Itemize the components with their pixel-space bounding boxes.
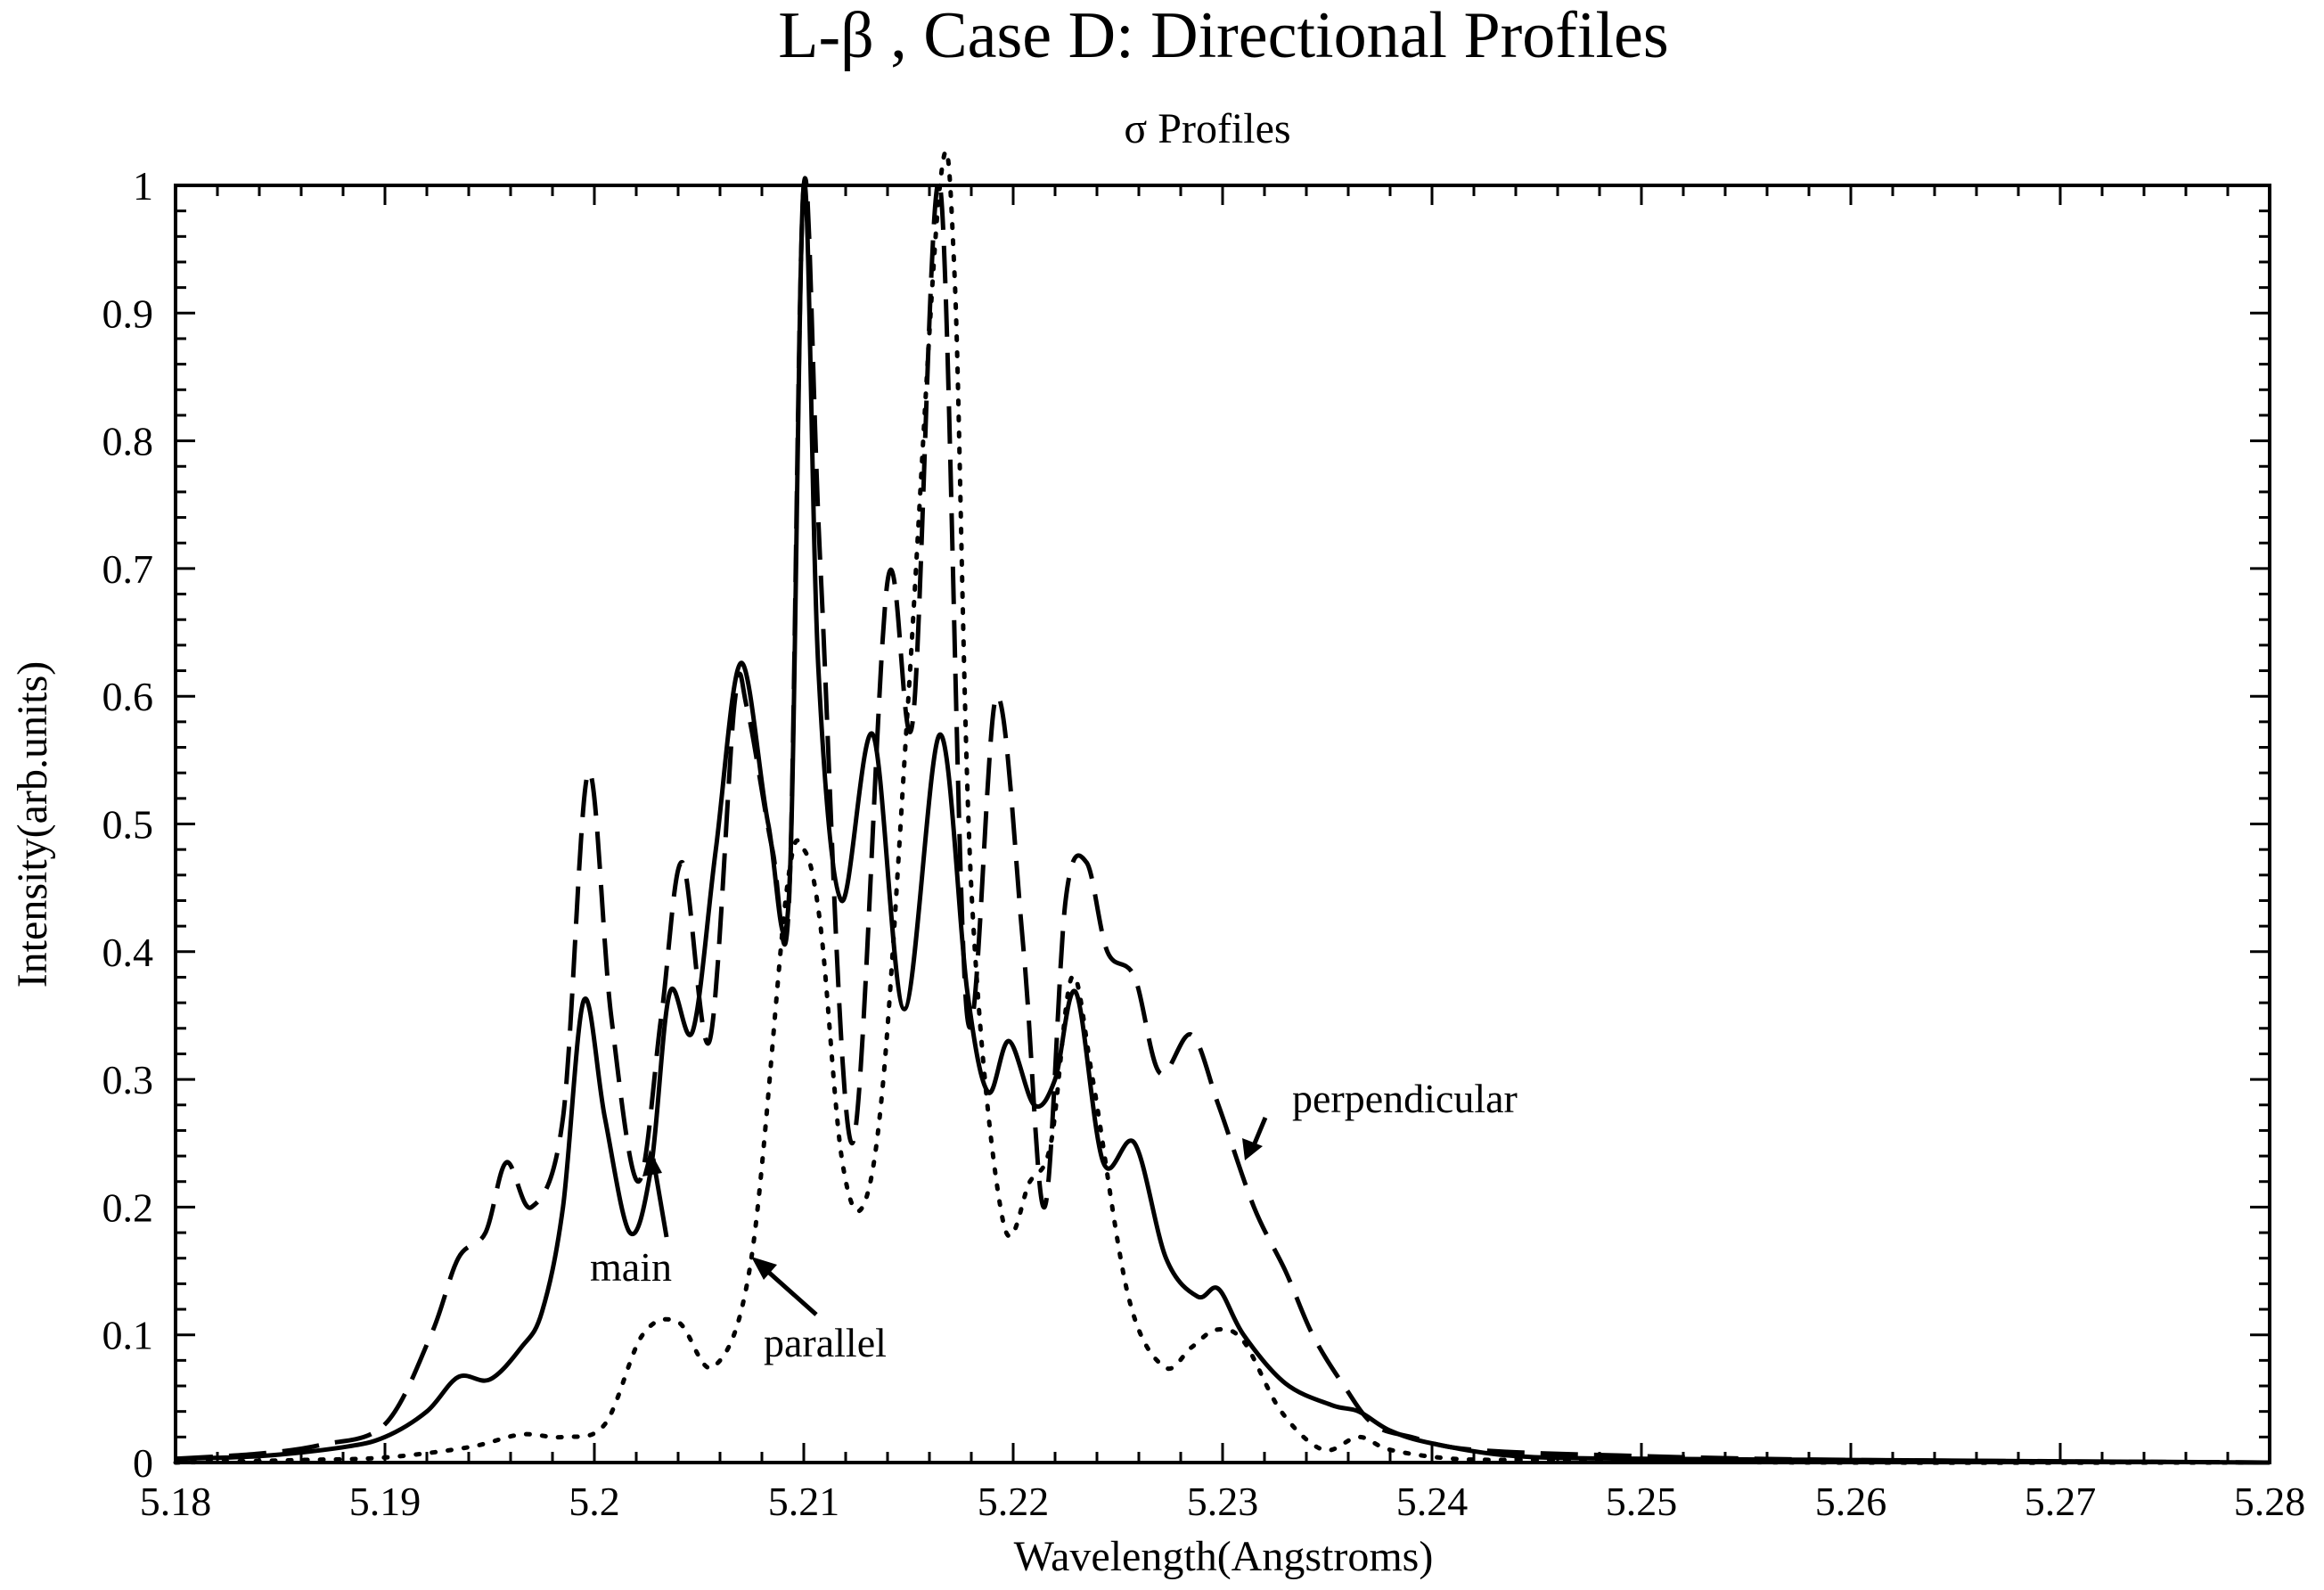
x-tick-label: 5.2 [569, 1479, 620, 1524]
y-tick-label: 0.9 [102, 291, 154, 336]
annotation-perpendicular: perpendicular [1292, 1076, 1518, 1121]
annotation-arrows [642, 1117, 1268, 1316]
axis-ticks [174, 184, 2271, 1464]
y-axis-label: Intensity(arb.units) [9, 661, 56, 988]
annotation-parallel: parallel [764, 1320, 887, 1365]
y-tick-label: 0.4 [102, 930, 154, 975]
series-layer [173, 149, 2272, 1465]
y-tick-label: 0.2 [102, 1184, 154, 1230]
parallel-arrowhead [751, 1257, 777, 1280]
y-tick-label: 0.1 [102, 1313, 154, 1358]
perpendicular-arrowhead [1242, 1138, 1263, 1160]
plot-frame [174, 184, 2271, 1464]
x-tick-label: 5.18 [140, 1479, 212, 1524]
series-line-parallel [173, 149, 2272, 1465]
x-tick-label: 5.19 [349, 1479, 421, 1524]
y-tick-label: 0.5 [102, 802, 154, 848]
y-tick-label: 0.6 [102, 674, 154, 719]
y-tick-labels: 0 0.1 0.2 0.3 0.4 0.5 0.6 0.7 0.8 0.9 1 [102, 163, 154, 1486]
y-tick-label: 1 [133, 163, 153, 209]
y-tick-label: 0.3 [102, 1057, 154, 1102]
y-tick-label: 0.7 [102, 546, 154, 592]
annotation-main: main [590, 1244, 672, 1290]
x-tick-label: 5.25 [1606, 1479, 1678, 1524]
y-tick-label: 0 [133, 1440, 153, 1486]
x-tick-label: 5.26 [1815, 1479, 1887, 1524]
main-arrowhead [642, 1150, 662, 1176]
x-tick-label: 5.27 [2025, 1479, 2097, 1524]
series-line-main [175, 180, 2271, 1465]
x-tick-label: 5.24 [1396, 1479, 1469, 1524]
chart-title: L-β , Case D: Directional Profiles [778, 0, 1668, 72]
x-tick-labels: 5.18 5.19 5.2 5.21 5.22 5.23 5.24 5.25 5.26 5.27 5… [140, 1479, 2306, 1524]
x-tick-label: 5.22 [978, 1479, 1050, 1524]
x-axis-label: Wavelength(Angstroms) [1014, 1533, 1434, 1580]
x-tick-label: 5.21 [768, 1479, 840, 1524]
x-tick-label: 5.23 [1187, 1479, 1259, 1524]
y-tick-label: 0.8 [102, 419, 154, 464]
chart-subtitle: σ Profiles [1124, 105, 1290, 152]
series-line-perpendicular [175, 176, 2271, 1465]
x-tick-label: 5.28 [2234, 1479, 2306, 1524]
